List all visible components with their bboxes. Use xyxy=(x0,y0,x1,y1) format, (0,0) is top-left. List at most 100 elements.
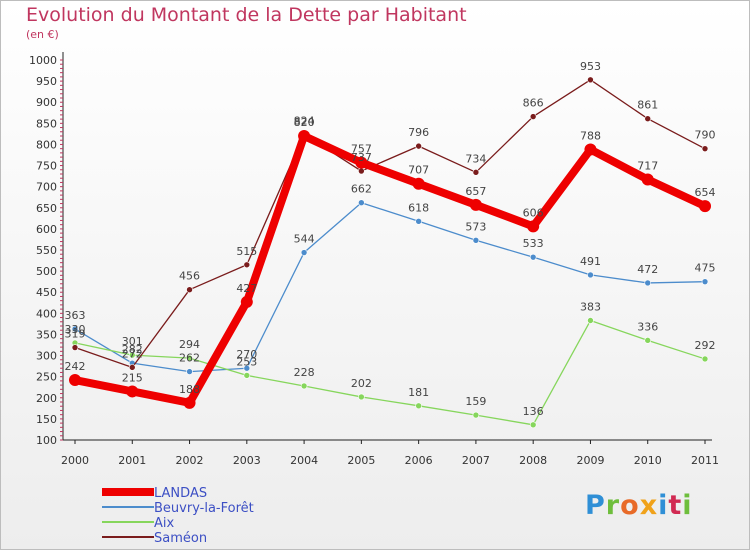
data-label: 861 xyxy=(637,99,658,112)
data-point xyxy=(240,295,253,308)
data-label: 242 xyxy=(65,360,86,373)
chart-unit-label: (en €) xyxy=(26,28,59,41)
y-tick-label: 200 xyxy=(36,392,57,405)
data-label: 491 xyxy=(580,255,601,268)
data-label: 654 xyxy=(695,186,716,199)
y-tick-label: 900 xyxy=(36,96,57,109)
data-point xyxy=(298,130,311,142)
data-point xyxy=(300,249,308,256)
x-tick-label: 2007 xyxy=(462,454,490,467)
data-label: 427 xyxy=(236,282,257,295)
data-label: 737 xyxy=(351,151,372,164)
y-tick-label: 500 xyxy=(36,265,57,278)
data-label: 544 xyxy=(294,233,315,246)
data-label: 790 xyxy=(695,129,716,142)
data-point xyxy=(587,76,594,84)
data-label: 515 xyxy=(236,245,257,258)
data-point xyxy=(472,236,480,244)
data-label: 472 xyxy=(637,263,658,276)
data-label: 707 xyxy=(408,164,429,177)
data-point xyxy=(644,115,652,122)
series-aix xyxy=(71,317,709,429)
data-point xyxy=(587,271,594,279)
y-tick-label: 850 xyxy=(36,117,57,130)
data-label: 215 xyxy=(122,371,143,384)
y-tick-label: 550 xyxy=(36,244,57,257)
data-label: 456 xyxy=(179,270,200,283)
x-tick-label: 2000 xyxy=(61,454,89,467)
series-line xyxy=(71,132,709,407)
data-label: 866 xyxy=(523,97,544,110)
y-tick-label: 400 xyxy=(36,307,57,320)
data-point xyxy=(183,396,196,409)
data-label: 262 xyxy=(179,352,200,365)
series-line xyxy=(74,79,706,369)
data-point xyxy=(469,198,482,211)
data-label: 272 xyxy=(122,347,143,360)
legend-label: Saméon xyxy=(154,531,207,546)
data-point xyxy=(415,217,422,225)
series-beuvry-la-for-t xyxy=(71,199,709,375)
data-point xyxy=(186,286,193,293)
data-point xyxy=(644,337,652,344)
data-label: 282 xyxy=(122,343,143,356)
data-point xyxy=(186,354,193,362)
data-point xyxy=(641,173,654,186)
x-tick-label: 2005 xyxy=(347,454,375,467)
series-layer xyxy=(69,76,711,429)
series-line xyxy=(74,202,706,373)
data-point xyxy=(126,385,139,398)
data-label: 657 xyxy=(465,185,486,198)
data-label: 159 xyxy=(465,395,486,408)
data-label: 533 xyxy=(523,237,544,250)
data-point xyxy=(699,200,711,213)
data-label: 662 xyxy=(351,183,372,196)
data-point xyxy=(243,364,251,372)
legend-label: Aix xyxy=(154,516,175,531)
data-label: 383 xyxy=(580,301,601,314)
data-point xyxy=(300,382,308,390)
series-sam-on xyxy=(71,76,709,371)
data-label: 330 xyxy=(65,323,86,336)
data-label: 228 xyxy=(294,366,315,379)
data-point xyxy=(128,364,136,371)
data-label: 717 xyxy=(637,159,658,172)
x-tick-label: 2009 xyxy=(576,454,604,467)
data-label: 294 xyxy=(179,338,200,351)
data-point xyxy=(69,374,81,387)
x-tick-label: 2001 xyxy=(118,454,146,467)
data-label: 788 xyxy=(580,130,601,143)
y-tick-label: 600 xyxy=(36,223,57,236)
data-point xyxy=(243,261,251,269)
y-tick-label: 300 xyxy=(36,350,57,363)
y-tick-label: 700 xyxy=(36,181,57,194)
data-label: 292 xyxy=(695,339,716,352)
data-point xyxy=(644,279,652,287)
data-point xyxy=(71,344,79,351)
data-point xyxy=(415,402,422,410)
legend-label: LANDAS xyxy=(154,486,207,501)
data-point xyxy=(412,177,425,190)
data-label: 796 xyxy=(408,126,429,139)
x-tick-label: 2010 xyxy=(634,454,662,467)
y-tick-label: 650 xyxy=(36,202,57,215)
y-tick-label: 800 xyxy=(36,138,57,151)
data-label: 181 xyxy=(408,386,429,399)
data-point xyxy=(415,142,422,150)
chart-title: Evolution du Montant de la Dette par Hab… xyxy=(26,4,467,26)
data-label: 301 xyxy=(122,335,143,348)
y-tick-label: 450 xyxy=(36,286,57,299)
data-point xyxy=(701,355,709,363)
x-tick-label: 2008 xyxy=(519,454,547,467)
series-landas xyxy=(69,130,711,409)
data-label: 606 xyxy=(523,206,544,219)
data-label: 734 xyxy=(465,152,486,165)
y-tick-label: 250 xyxy=(36,371,57,384)
data-label: 475 xyxy=(695,262,716,275)
data-label: 953 xyxy=(580,60,601,73)
data-point xyxy=(587,317,594,324)
data-label: 253 xyxy=(236,355,257,368)
